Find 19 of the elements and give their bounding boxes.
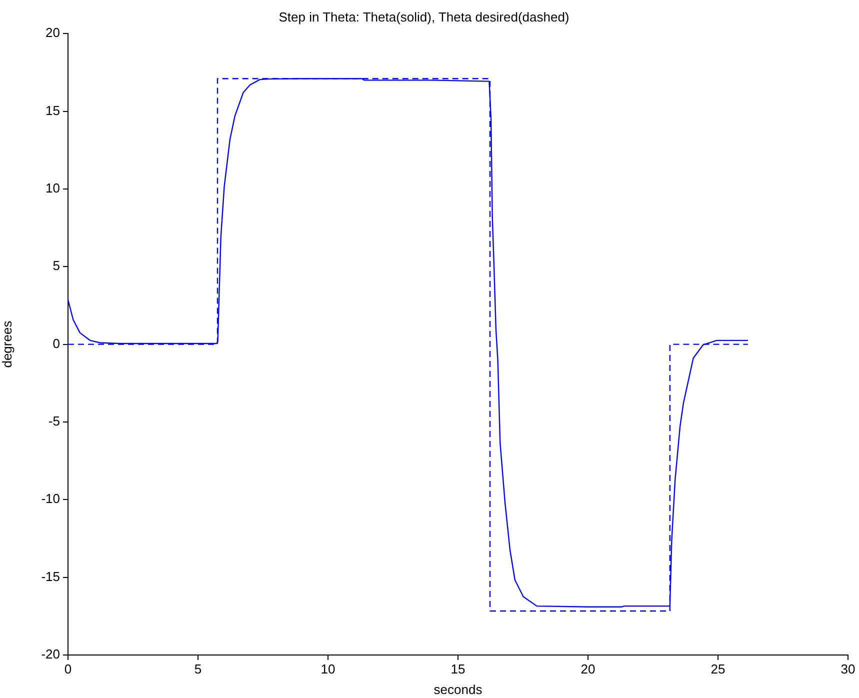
y-tick-label: -10 [41, 491, 60, 506]
y-tick-label: 20 [46, 25, 60, 40]
y-tick-label: 15 [46, 102, 60, 118]
y-tick-label: 0 [52, 336, 60, 351]
y-tick-label: -20 [41, 646, 60, 662]
x-tick-label: 5 [194, 661, 202, 676]
x-tick-label: 30 [840, 661, 856, 676]
y-tick-label: -5 [48, 414, 60, 429]
x-tick-label: 15 [450, 661, 466, 676]
x-tick-label: 20 [580, 661, 596, 676]
x-axis-title: seconds [434, 682, 483, 697]
chart-title: Step in Theta: Theta(solid), Theta desired(dashed) [278, 9, 570, 24]
y-tick-label: 10 [46, 180, 60, 196]
x-tick-label: 0 [64, 661, 72, 676]
y-tick-label: -15 [41, 568, 60, 584]
y-axis-title: degrees [0, 320, 14, 368]
y-tick-label: 5 [52, 258, 60, 274]
x-tick-label: 10 [320, 661, 336, 676]
x-tick-label: 25 [710, 661, 726, 676]
